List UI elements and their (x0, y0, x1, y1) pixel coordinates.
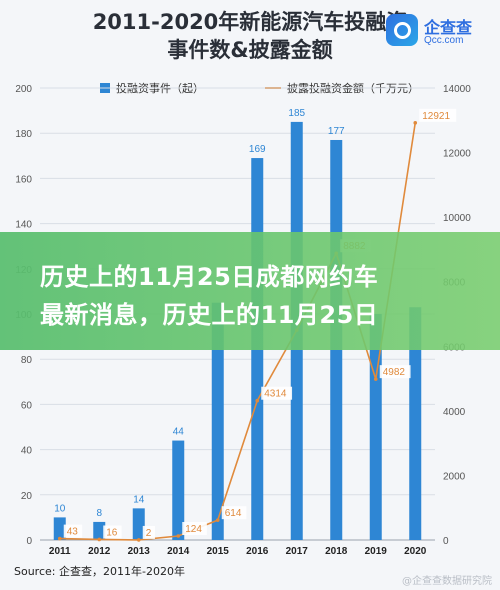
line-label-bg (103, 525, 122, 539)
y-tick-left: 20 (21, 491, 33, 502)
line-point (413, 121, 418, 125)
y-tick-right: 12000 (443, 149, 471, 160)
x-tick-label: 2019 (365, 546, 388, 557)
y-tick-right: 2000 (443, 471, 466, 482)
x-tick-label: 2017 (286, 546, 309, 557)
line-point (215, 518, 220, 522)
bar-label: 185 (288, 108, 305, 119)
bar (211, 302, 224, 540)
line-label-bg (63, 524, 83, 538)
y-tick-left: 80 (21, 355, 33, 366)
legend-bar-label: 投融资事件（起） (116, 83, 204, 95)
bar (132, 508, 145, 540)
line-label: 124 (185, 524, 202, 535)
chart-title: 2011-2020年新能源汽车投融资 事件数&披露金额 (0, 8, 500, 64)
line-point (255, 398, 260, 403)
line-label-bg (419, 108, 457, 122)
bar-label: 14 (133, 494, 145, 505)
bar-label: 44 (173, 427, 185, 438)
line-point (97, 537, 102, 542)
y-tick-left: 180 (15, 129, 32, 140)
line-label-bg (182, 521, 207, 535)
line-label-bg (261, 386, 293, 400)
chart-title-line-2: 事件数&披露金额 (167, 38, 333, 62)
bar (93, 521, 106, 540)
bar-label: 10 (54, 503, 66, 514)
bar (409, 307, 422, 540)
x-tick-label: 2014 (167, 546, 190, 557)
y-tick-left: 200 (15, 84, 32, 95)
headline-line-1: 历史上的11月25日成都网约车 (40, 263, 379, 291)
y-tick-right: 0 (443, 536, 449, 547)
bar-label: 8 (96, 508, 102, 519)
headline-text: 历史上的11月25日成都网约车 最新消息，历史上的11月25日 (40, 258, 480, 334)
watermark: @企查查数据研究院 (402, 576, 492, 587)
line-point (136, 538, 141, 542)
y-tick-left: 40 (21, 446, 33, 457)
line-label: 4982 (383, 367, 406, 378)
line-label: 16 (106, 527, 118, 538)
bar-label: 177 (328, 126, 345, 137)
x-tick-label: 2016 (246, 546, 269, 557)
x-tick-label: 2018 (325, 546, 348, 557)
bar (172, 440, 185, 540)
y-tick-left: 0 (26, 536, 32, 547)
line-point (176, 534, 181, 538)
line-label: 2 (146, 528, 152, 539)
x-tick-label: 2013 (128, 546, 151, 557)
line-label: 4314 (264, 389, 287, 400)
y-tick-left: 60 (21, 400, 33, 411)
brand-logo: 企查查 Qcc.com (386, 10, 486, 50)
y-tick-right: 14000 (443, 84, 471, 95)
brand-name: 企查查 (424, 18, 473, 37)
headline-line-2: 最新消息，历史上的11月25日 (40, 301, 379, 329)
brand-icon (386, 14, 418, 46)
line-label-bg (142, 525, 155, 539)
chart-source: Source: 企查查，2011年-2020年 (14, 565, 185, 578)
y-tick-left: 160 (15, 174, 32, 185)
y-tick-right: 10000 (443, 213, 471, 224)
headline-banner (0, 232, 500, 350)
x-tick-label: 2012 (88, 546, 111, 557)
line-point (57, 536, 62, 541)
line-label-bg (221, 506, 247, 520)
line-label: 43 (67, 527, 79, 538)
y-tick-left: 140 (15, 220, 32, 231)
line-label-bg (379, 365, 411, 379)
bar (53, 517, 66, 540)
line-point (373, 377, 378, 381)
legend-line-label: 披露投融资金额（千万元） (287, 83, 419, 95)
bar-label: 169 (249, 144, 266, 155)
x-tick-label: 2020 (404, 546, 427, 557)
x-tick-label: 2011 (49, 546, 71, 557)
x-tick-label: 2015 (207, 546, 230, 557)
line-label: 12921 (422, 111, 450, 122)
chart-title-line-1: 2011-2020年新能源汽车投融资 (92, 10, 408, 34)
y-tick-right: 4000 (443, 407, 466, 418)
line-label: 614 (225, 508, 242, 519)
brand-url: Qcc.com (424, 35, 464, 46)
